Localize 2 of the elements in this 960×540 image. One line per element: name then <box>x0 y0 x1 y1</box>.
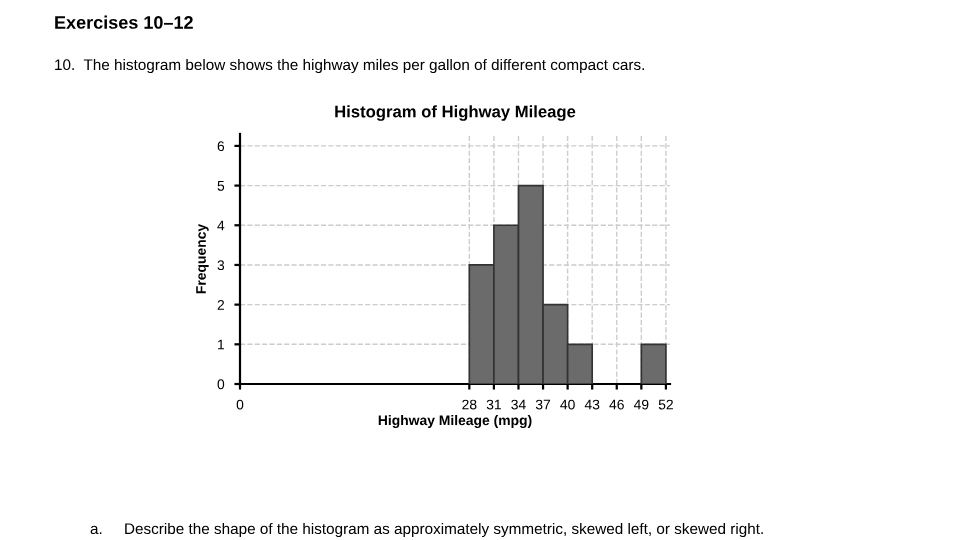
text: Exercises 10–12 <box>55 15 193 29</box>
chart-title: Histogram of Highway Mileage <box>335 105 576 121</box>
